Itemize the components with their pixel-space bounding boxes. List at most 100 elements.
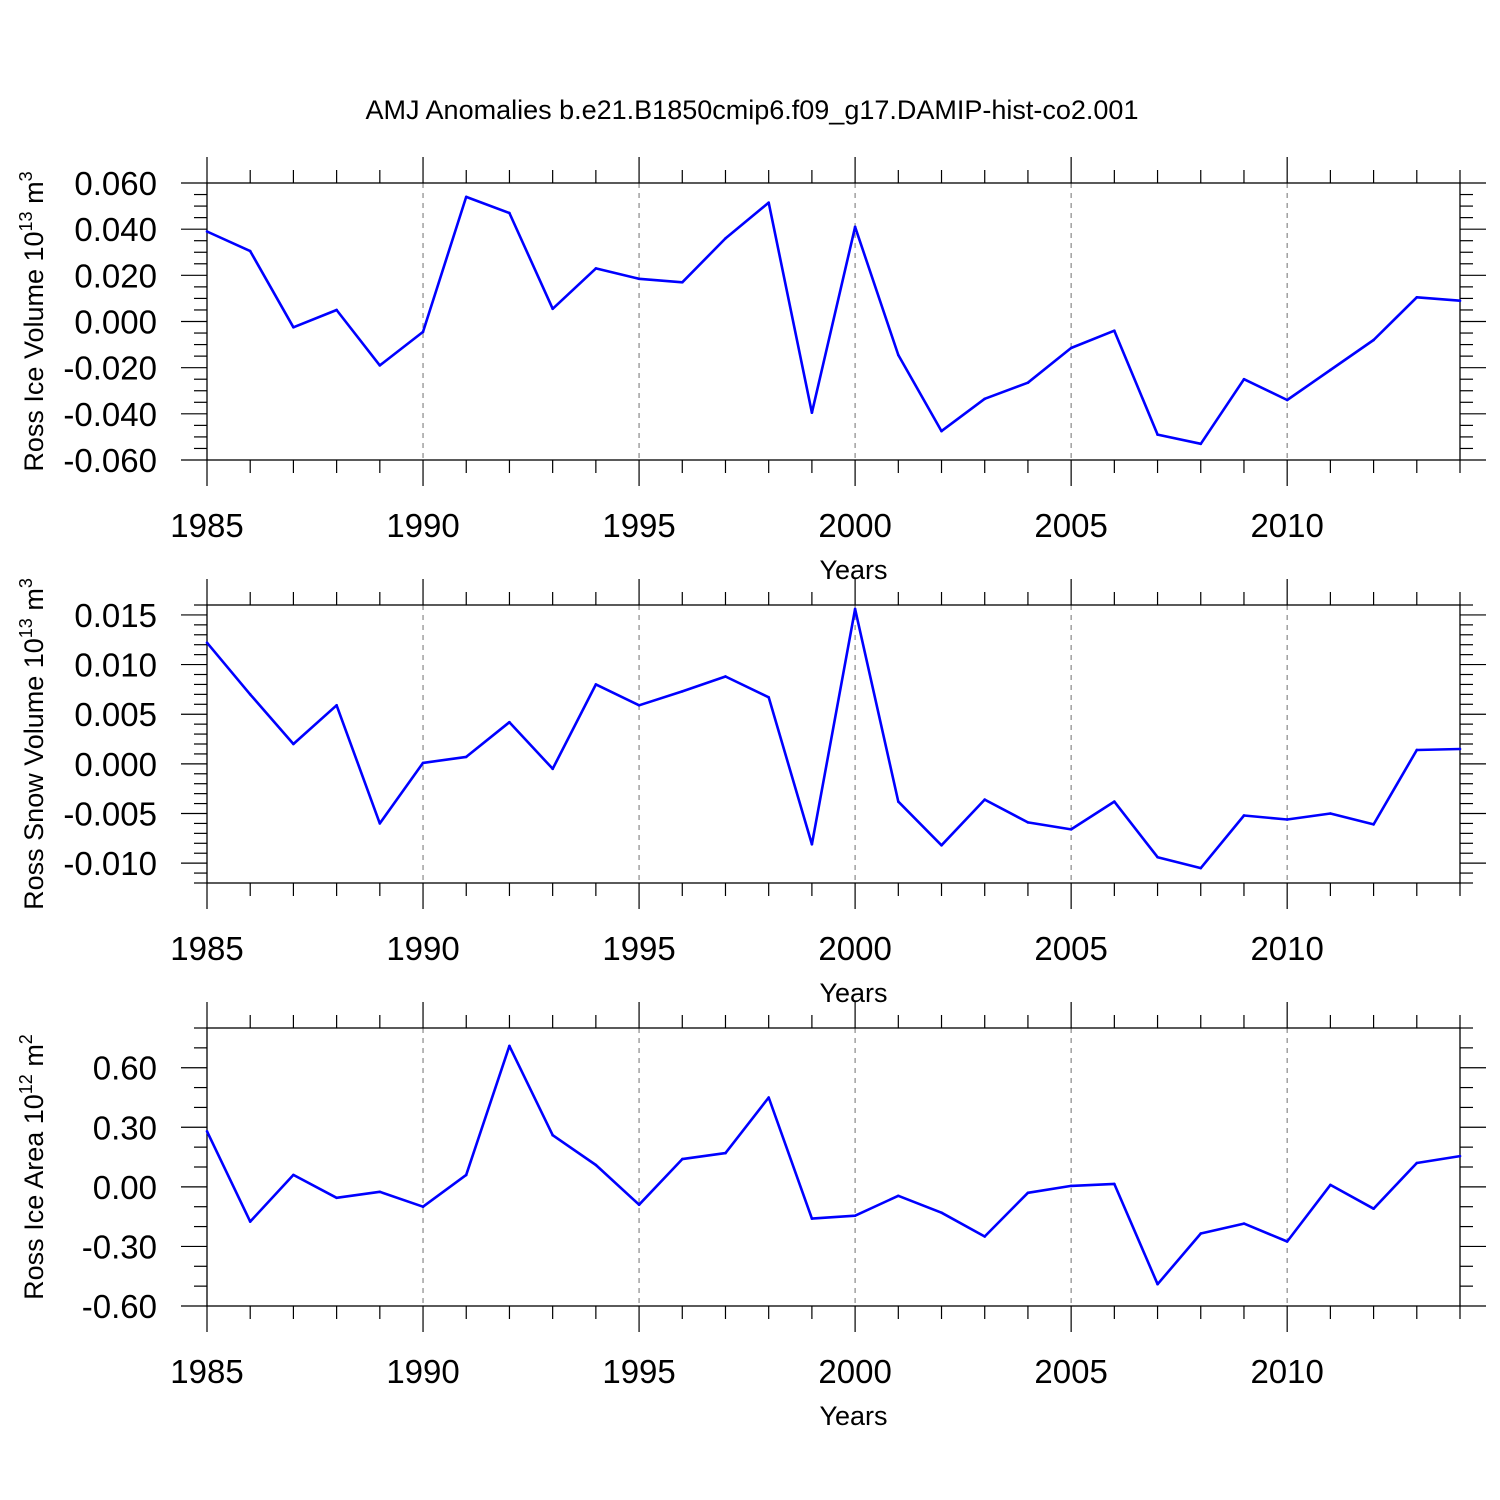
data-point-2001 — [897, 353, 900, 357]
y-axis-label-text: Ross Snow Volume 10 — [19, 638, 49, 910]
y-tick-label-0: -0.060 — [63, 442, 157, 479]
data-point-1990 — [421, 330, 425, 334]
data-point-1993 — [551, 307, 554, 311]
y-axis-label-unit-exponent: 3 — [16, 171, 36, 181]
data-point-1986 — [248, 1220, 252, 1223]
data-point-2000 — [853, 1214, 857, 1217]
data-point-2008 — [1199, 442, 1203, 446]
data-point-1993 — [551, 1133, 554, 1137]
data-point-2011 — [1329, 812, 1332, 815]
data-point-2007 — [1156, 1282, 1159, 1286]
y-tick-label-0: -0.60 — [82, 1288, 157, 1325]
data-point-1990 — [421, 1205, 425, 1209]
data-point-1987 — [292, 742, 295, 746]
y-axis-label-exponent: 12 — [16, 1074, 36, 1094]
y-tick-label-5: 0.040 — [74, 211, 157, 248]
data-point-2014 — [1458, 299, 1462, 303]
data-point-1985 — [205, 1129, 209, 1133]
data-point-1989 — [378, 364, 382, 367]
data-point-2012 — [1372, 338, 1375, 342]
data-point-1993 — [551, 767, 554, 771]
data-point-2003 — [983, 397, 987, 401]
data-point-2002 — [940, 429, 943, 433]
data-point-2002 — [940, 843, 943, 847]
x-tick-label-2010: 2010 — [1250, 930, 1323, 967]
data-point-2013 — [1415, 295, 1419, 299]
data-point-1995 — [637, 277, 641, 281]
data-point-2009 — [1242, 814, 1246, 817]
data-point-1991 — [464, 1173, 468, 1177]
data-point-1992 — [508, 720, 511, 724]
data-point-1998 — [767, 201, 770, 204]
data-point-1986 — [248, 693, 252, 696]
y-axis-label-exponent: 13 — [16, 618, 36, 638]
x-axis-label: Years — [819, 1401, 887, 1431]
y-tick-label-4: 0.60 — [93, 1050, 157, 1087]
y-tick-label-3: 0.30 — [93, 1109, 157, 1146]
y-tick-label-3: 0.000 — [74, 304, 157, 341]
y-axis-label-unit: m — [19, 1044, 49, 1074]
data-point-2014 — [1458, 747, 1462, 751]
data-point-1991 — [464, 755, 468, 759]
y-tick-label-4: 0.010 — [74, 647, 157, 684]
x-tick-label-1995: 1995 — [602, 930, 675, 967]
data-point-2013 — [1415, 1161, 1419, 1165]
data-point-2008 — [1199, 866, 1203, 870]
y-tick-label-1: -0.30 — [82, 1228, 157, 1265]
x-tick-label-2010: 2010 — [1250, 1353, 1323, 1390]
data-point-2004 — [1026, 381, 1030, 384]
y-axis-label-unit-exponent: 3 — [16, 578, 36, 588]
data-point-2005 — [1069, 828, 1073, 831]
data-point-1988 — [335, 308, 338, 312]
x-axis-label: Years — [819, 555, 887, 585]
x-tick-label-1985: 1985 — [170, 930, 243, 967]
y-tick-label-1: -0.005 — [63, 796, 157, 833]
y-tick-label-0: -0.010 — [63, 845, 157, 882]
data-point-1990 — [421, 761, 425, 765]
data-point-1987 — [292, 325, 295, 329]
data-point-2002 — [940, 1211, 943, 1214]
x-tick-label-2000: 2000 — [818, 930, 891, 967]
data-point-1988 — [335, 1196, 338, 1200]
y-tick-label-2: 0.00 — [93, 1169, 157, 1206]
panel-3: 1985 1990 1995 2000 2005 2010 Years -0.60 -0.30 0… — [16, 1002, 1486, 1431]
y-axis-label: Ross Snow Volume 1013 m3 — [16, 578, 49, 910]
data-point-1994 — [594, 1163, 598, 1167]
data-point-2006 — [1113, 1182, 1116, 1186]
y-tick-label-4: 0.020 — [74, 257, 157, 294]
data-point-2007 — [1156, 433, 1159, 436]
x-tick-label-1985: 1985 — [170, 1353, 243, 1390]
y-axis-label-exponent: 13 — [16, 211, 36, 231]
data-point-1992 — [508, 1044, 511, 1048]
y-axis-label-text: Ross Ice Area 10 — [19, 1094, 49, 1300]
x-tick-label-1990: 1990 — [386, 930, 459, 967]
data-point-2009 — [1242, 1222, 1246, 1225]
y-tick-label-2: 0.000 — [74, 746, 157, 783]
x-tick-label-1995: 1995 — [602, 507, 675, 544]
data-point-1985 — [205, 230, 209, 233]
data-point-1986 — [248, 249, 252, 253]
series-line-ross-ice-volume — [206, 195, 1461, 446]
data-point-2006 — [1113, 800, 1116, 803]
y-axis-label-unit-exponent: 2 — [16, 1034, 36, 1044]
data-point-1991 — [464, 195, 468, 199]
data-point-2007 — [1156, 855, 1159, 859]
data-point-2003 — [983, 1235, 987, 1238]
data-point-1994 — [594, 267, 598, 270]
data-point-2012 — [1372, 823, 1375, 826]
y-axis-label: Ross Ice Area 1012 m2 — [16, 1034, 49, 1300]
x-tick-label-2000: 2000 — [818, 507, 891, 544]
x-tick-label-2005: 2005 — [1034, 930, 1107, 967]
data-point-2001 — [897, 1194, 900, 1198]
data-point-1998 — [767, 1096, 770, 1099]
data-point-1998 — [767, 696, 770, 699]
data-point-1994 — [594, 683, 598, 686]
data-point-2012 — [1372, 1207, 1375, 1210]
x-axis-label: Years — [819, 978, 887, 1008]
series-line-ross-ice-area — [205, 1044, 1461, 1286]
data-point-1999 — [810, 1217, 814, 1220]
data-point-2005 — [1069, 1184, 1073, 1188]
data-point-1997 — [724, 675, 727, 678]
